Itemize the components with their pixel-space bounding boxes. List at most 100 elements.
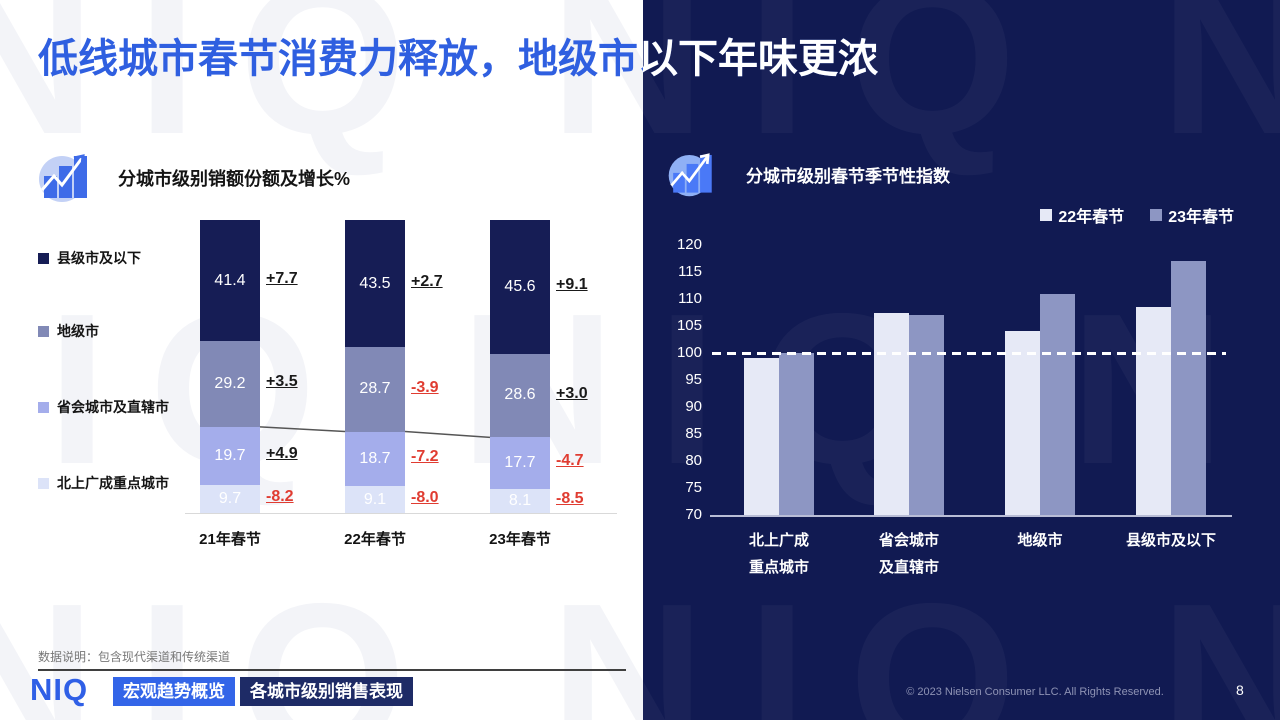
grouped-bar: [779, 353, 814, 515]
legend-item: 北上广成重点城市: [38, 473, 169, 493]
stacked-bar: 41.4 29.2 19.7 9.7: [200, 220, 260, 513]
badge-subsection: 各城市级别销售表现: [240, 677, 413, 706]
legend-swatch: [38, 477, 49, 489]
bar-segment: 9.1: [345, 486, 405, 513]
growth-label: -8.0: [411, 488, 439, 506]
grouped-bar: [744, 358, 779, 515]
legend-item: 22年春节: [1040, 203, 1124, 227]
data-footnote: 数据说明：包含现代渠道和传统渠道: [38, 650, 231, 664]
bar-chart-icon: [36, 146, 94, 209]
bar-segment: 9.7: [200, 484, 260, 513]
legend-label: 23年春节: [1168, 209, 1234, 226]
grouped-bar: [1136, 307, 1171, 515]
growth-label: -4.7: [556, 452, 584, 470]
x-axis-label: 地级市: [1017, 532, 1063, 549]
legend-item: 省会城市及直辖市: [38, 397, 169, 417]
y-axis-tick-label: 90: [685, 398, 702, 415]
y-axis-tick-label: 95: [685, 371, 702, 388]
growth-label: -7.2: [411, 447, 439, 465]
segment-value-label: 28.6: [504, 386, 536, 404]
bar-segment: 45.6: [490, 220, 550, 354]
y-axis-tick-label: 105: [676, 317, 702, 334]
footer-divider: [38, 669, 626, 671]
x-axis-label: 县级市及以下: [1125, 532, 1216, 549]
chart-legend: 22年春节 23年春节: [1014, 203, 1234, 227]
copyright-text: © 2023 Nielsen Consumer LLC. All Rights …: [906, 686, 1164, 698]
bar-segment: 29.2: [200, 341, 260, 427]
y-axis-tick-label: 115: [678, 263, 702, 280]
legend-swatch: [38, 252, 49, 264]
growth-label: -8.5: [556, 490, 584, 508]
left-chart-title: 分城市级别销额份额及增长%: [118, 168, 351, 189]
legend-label: 省会城市及直辖市: [57, 399, 169, 415]
grouped-bar: [1005, 331, 1040, 515]
legend-label: 22年春节: [1058, 209, 1125, 226]
legend-item: 县级市及以下: [38, 248, 141, 268]
y-axis-tick-label: 110: [678, 290, 702, 307]
y-axis-tick-label: 70: [685, 506, 702, 523]
legend-item: 地级市: [38, 321, 99, 341]
badge-section: 宏观趋势概览: [113, 677, 235, 706]
segment-value-label: 18.7: [359, 449, 391, 467]
growth-label: +2.7: [411, 272, 443, 290]
bar-segment: 17.7: [490, 437, 550, 490]
segment-value-label: 41.4: [214, 271, 246, 289]
bar-segment: 18.7: [345, 431, 405, 487]
bar-segment: 41.4: [200, 220, 260, 342]
bar-segment: 43.5: [345, 220, 405, 348]
y-axis-tick-label: 100: [676, 344, 702, 361]
legend-label: 地级市: [57, 323, 99, 339]
slide-title-white: 低线城市春节消费力释放，地级市以下年味更浓: [643, 37, 878, 81]
grouped-bar: [1171, 261, 1206, 515]
legend-swatch: [38, 401, 49, 413]
legend-item: 23年春节: [1150, 203, 1234, 227]
y-axis-tick-label: 85: [685, 425, 702, 442]
grouped-bar: [909, 315, 944, 515]
left-chart-header: 分城市级别销额份额及增长%: [36, 146, 350, 209]
segment-value-label: 43.5: [359, 274, 391, 292]
x-axis-line: [710, 515, 1232, 517]
x-axis-label: 21年春节: [199, 531, 261, 548]
segment-value-label: 8.1: [508, 492, 532, 510]
segment-value-label: 45.6: [504, 277, 536, 295]
slide-title-overlay-clip: 低线城市春节消费力释放，地级市以下年味更浓: [643, 0, 1280, 110]
bar-segment: 28.7: [345, 347, 405, 432]
legend-label: 县级市及以下: [57, 250, 141, 266]
segment-value-label: 17.7: [504, 454, 536, 472]
bar-segment: 8.1: [490, 489, 550, 513]
segment-value-label: 9.1: [363, 490, 387, 508]
growth-label: +7.7: [266, 269, 298, 287]
reference-line-100: [712, 352, 1226, 355]
left-chart-axis-line: [185, 513, 617, 514]
segment-value-label: 19.7: [214, 446, 246, 464]
bar-segment: 19.7: [200, 426, 260, 485]
page-number: 8: [1236, 682, 1244, 698]
legend-label: 北上广成重点城市: [57, 475, 169, 491]
growth-label: -8.2: [266, 487, 294, 505]
slide-title: 低线城市春节消费力释放，地级市以下年味更浓: [38, 37, 878, 81]
x-axis-label: 23年春节: [489, 531, 551, 548]
stacked-bar: 43.5 28.7 18.7 9.1: [345, 220, 405, 513]
stacked-bar: 45.6 28.6 17.7 8.1: [490, 220, 550, 513]
x-axis-label: 22年春节: [344, 531, 406, 548]
grouped-bar: [1040, 293, 1075, 515]
legend-swatch: [38, 325, 49, 337]
niq-logo: NIQ: [30, 672, 89, 707]
segment-value-label: 28.7: [359, 380, 391, 398]
segment-value-label: 9.7: [218, 489, 242, 507]
growth-label: -3.9: [411, 378, 439, 396]
growth-label: +3.5: [266, 373, 298, 391]
x-axis-label: 省会城市 及直辖市: [878, 532, 939, 576]
segment-value-label: 29.2: [214, 375, 246, 393]
legend-swatch: [1150, 209, 1163, 221]
footer-badges: 宏观趋势概览 各城市级别销售表现: [113, 677, 413, 706]
growth-label: +9.1: [556, 275, 588, 293]
bar-segment: 28.6: [490, 353, 550, 438]
grouped-bar: [874, 312, 909, 515]
growth-label: +3.0: [556, 384, 588, 402]
right-chart-header: 分城市级别春节季节性指数: [666, 146, 950, 203]
y-axis-tick-label: 75: [685, 479, 702, 496]
